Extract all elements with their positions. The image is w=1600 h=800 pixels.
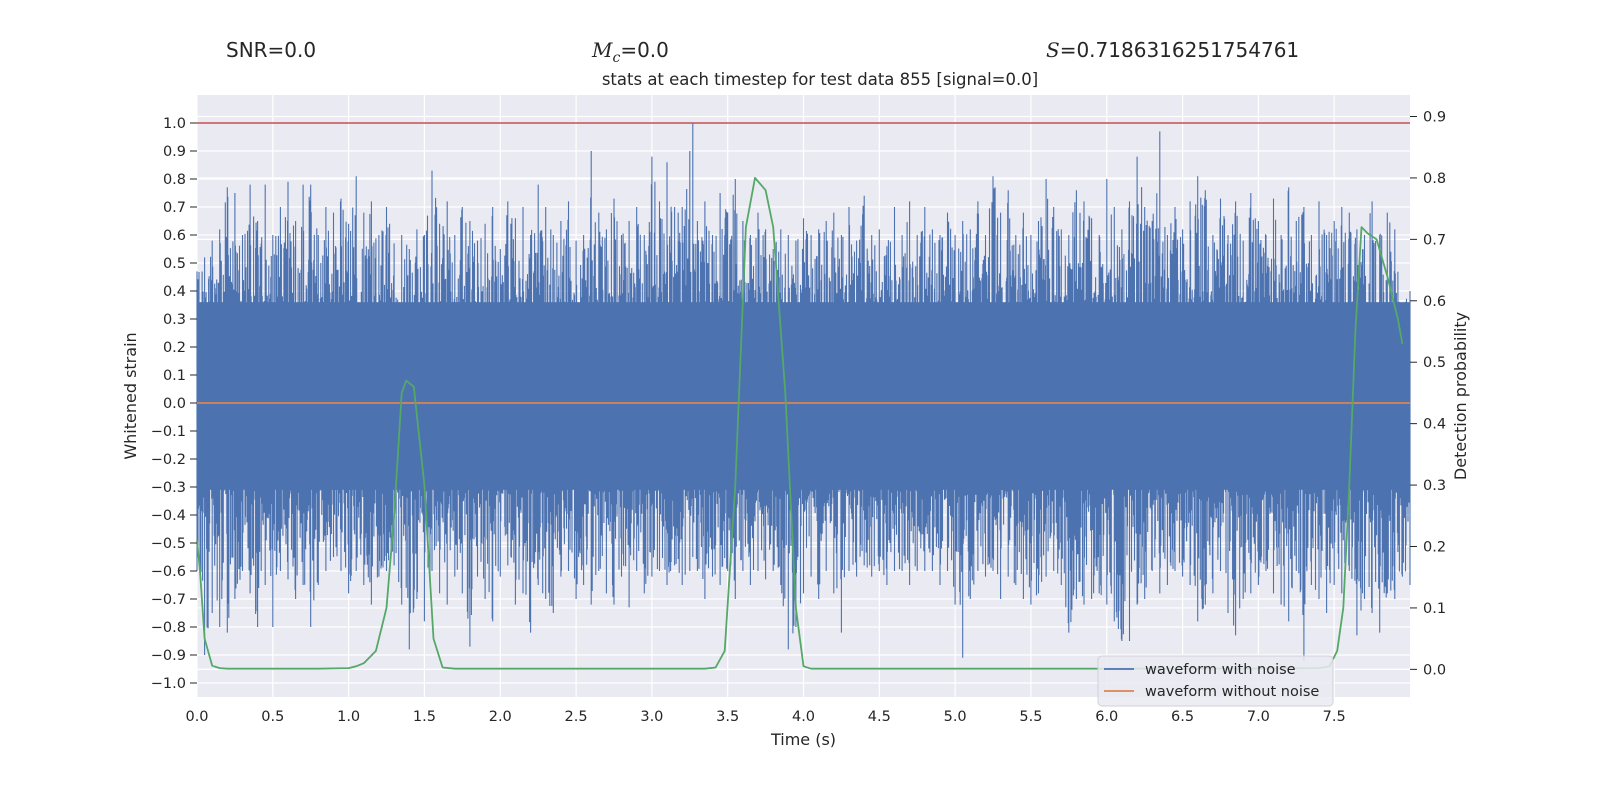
y-right-tick-label: 0.8 [1423, 171, 1446, 187]
chirp-mass-header: Mc=0.0 [592, 38, 669, 66]
y-right-tick-label: 0.5 [1423, 355, 1446, 371]
snr-header: SNR=0.0 [226, 38, 316, 62]
chart-title: stats at each timestep for test data 855… [601, 70, 1039, 89]
y-right-tick-label: 0.7 [1423, 232, 1446, 248]
y-tick-label: −1.0 [151, 676, 186, 692]
y-tick-label: 0.0 [163, 396, 186, 412]
x-axis-label: Time (s) [770, 730, 836, 749]
x-tick-label: 6.0 [1095, 709, 1118, 725]
x-tick-label: 4.0 [792, 709, 815, 725]
y-axis-label: Whitened strain [121, 332, 140, 459]
y-tick-label: 0.7 [163, 200, 186, 216]
y-tick-label: −0.5 [151, 536, 186, 552]
chirp-mass-value: =0.0 [620, 38, 669, 62]
y-tick-label: 0.8 [163, 172, 186, 188]
legend-label: waveform without noise [1145, 684, 1319, 700]
y-tick-label: −0.1 [151, 424, 186, 440]
chirp-mass-subscript: c [612, 50, 621, 66]
score-value: =0.7186316251754761 [1059, 38, 1300, 62]
x-tick-label: 4.5 [868, 709, 891, 725]
y-tick-label: 0.1 [163, 368, 186, 384]
y-tick-label: 0.4 [163, 284, 186, 300]
x-tick-label: 1.5 [413, 709, 436, 725]
y-tick-label: 0.5 [163, 256, 186, 272]
y-right-tick-label: 0.3 [1423, 478, 1446, 494]
x-tick-label: 0.0 [185, 709, 208, 725]
y-tick-label: 0.3 [163, 312, 186, 328]
x-tick-label: 6.5 [1171, 709, 1194, 725]
x-tick-label: 3.0 [640, 709, 663, 725]
y-tick-label: 0.2 [163, 340, 186, 356]
x-tick-label: 0.5 [261, 709, 284, 725]
y-tick-label: −0.6 [151, 564, 186, 580]
y-right-tick-label: 0.9 [1423, 110, 1446, 126]
y-right-tick-label: 0.1 [1423, 601, 1446, 617]
y-tick-label: 1.0 [163, 116, 186, 132]
y-tick-label: −0.2 [151, 452, 186, 468]
series-detection-probability [196, 176, 1404, 670]
chirp-mass-symbol: M [592, 38, 613, 62]
legend-label: waveform with noise [1145, 662, 1296, 678]
y-right-tick-label: 0.0 [1423, 662, 1446, 678]
score-header: S=0.7186316251754761 [1046, 38, 1299, 62]
y-tick-label: −0.8 [151, 620, 186, 636]
axes: 0.0 0.5 1.0 1.5 2.0 2.5 3.0 3.5 4.0 4.5 5.0 5.5 6.0 6… [121, 110, 1470, 750]
y-right-tick-label: 0.2 [1423, 540, 1446, 556]
detection-probability-line [196, 176, 1404, 670]
x-tick-label: 2.0 [489, 709, 512, 725]
x-tick-label: 3.5 [716, 709, 739, 725]
x-tick-label: 5.0 [944, 709, 967, 725]
legend-box [1097, 655, 1334, 707]
y-tick-label: −0.3 [151, 480, 186, 496]
x-tick-label: 7.5 [1323, 709, 1346, 725]
snr-text: SNR=0.0 [226, 38, 317, 62]
score-symbol: S [1046, 38, 1060, 62]
y-right-axis-label: Detection probability [1451, 312, 1470, 480]
y-right-tick-label: 0.6 [1423, 294, 1446, 310]
y-tick-label: −0.4 [151, 508, 186, 524]
y-tick-label: −0.9 [151, 648, 186, 664]
y-tick-label: 0.9 [163, 144, 186, 160]
x-tick-label: 5.5 [1019, 709, 1042, 725]
x-tick-label: 7.0 [1247, 709, 1270, 725]
x-tick-label: 2.5 [565, 709, 588, 725]
x-tick-label: 1.0 [337, 709, 360, 725]
y-tick-label: 0.6 [163, 228, 186, 244]
series-waveform-with-noise [196, 123, 1411, 661]
y-tick-label: −0.7 [151, 592, 186, 608]
y-right-tick-label: 0.4 [1423, 417, 1446, 433]
legend: waveform with noise waveform without nois… [1097, 655, 1334, 707]
